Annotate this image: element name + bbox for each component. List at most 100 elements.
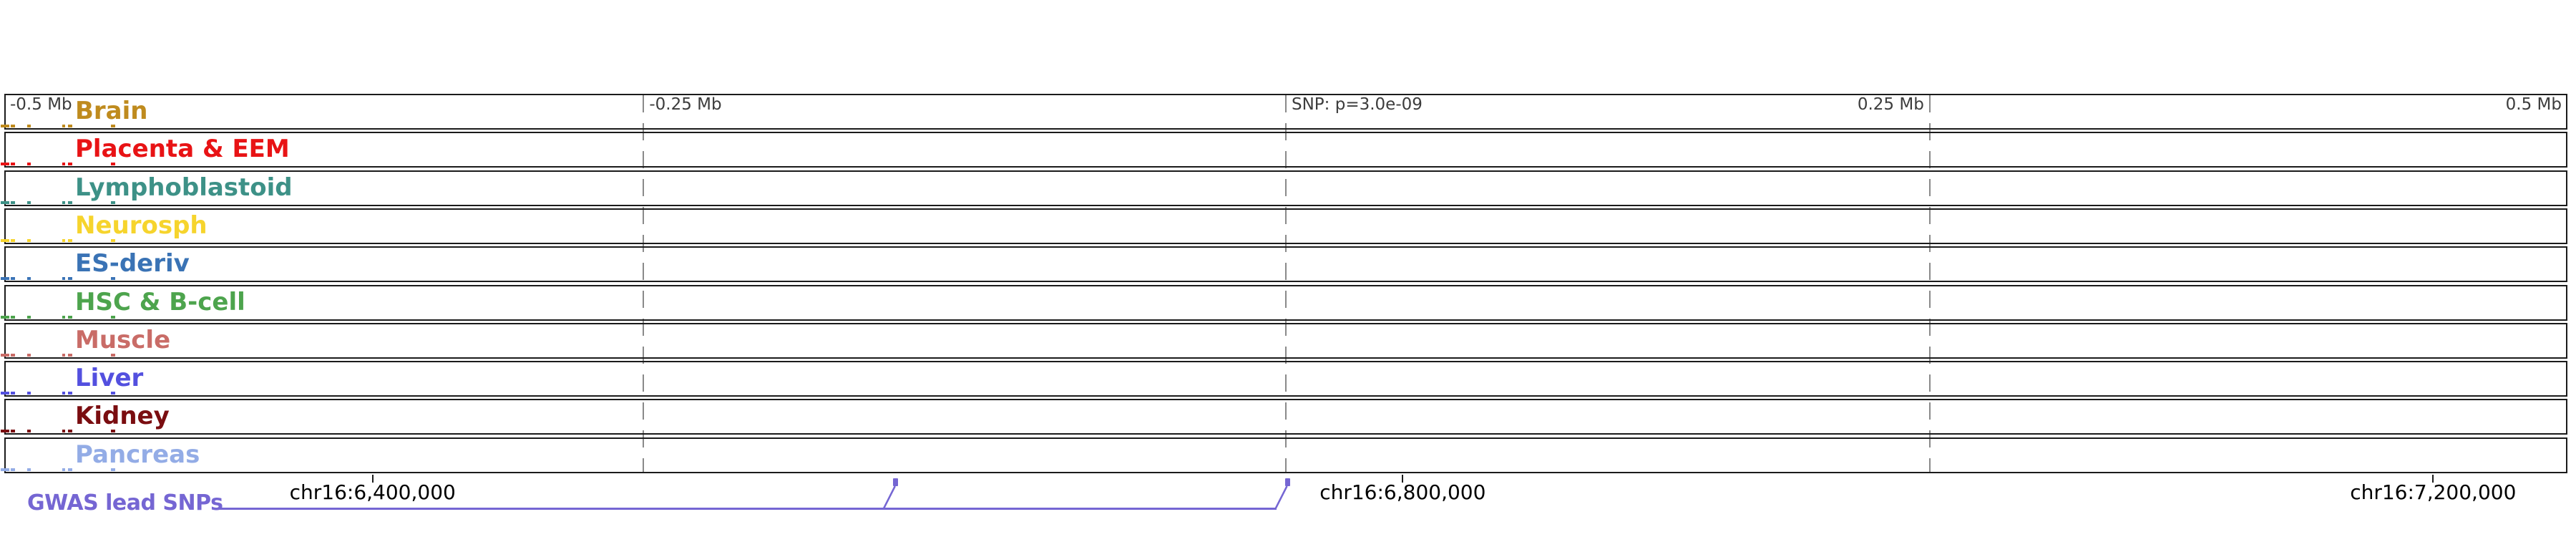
track-row: Pancreas — [4, 437, 2567, 473]
gridline — [643, 95, 645, 473]
row-edge-mark — [11, 430, 15, 433]
track-row: Neurosph — [4, 208, 2567, 244]
row-edge-mark — [27, 200, 31, 204]
row-edge-mark — [62, 200, 65, 204]
track-label: ES-deriv — [75, 249, 190, 279]
row-edge-mark — [68, 163, 72, 166]
track-row: Placenta & EEM — [4, 132, 2567, 168]
x-axis-tick-label: -0.25 Mb — [649, 95, 722, 114]
row-edge-mark — [68, 392, 72, 395]
row-edge-mark — [1, 353, 9, 357]
genomic-coordinate-label: chr16:7,200,000 — [2350, 480, 2517, 504]
track-row: Muscle — [4, 322, 2567, 359]
row-edge-mark — [62, 468, 65, 471]
row-edge-mark — [11, 353, 15, 357]
snp-marker — [1285, 478, 1290, 486]
row-edge-mark — [27, 392, 31, 395]
row-edge-mark — [62, 430, 65, 433]
row-edge-mark — [111, 163, 115, 166]
track-row: ES-deriv — [4, 246, 2567, 283]
row-edge-mark — [68, 125, 72, 127]
track-label: Pancreas — [75, 440, 200, 469]
row-edge-mark — [27, 315, 31, 319]
row-edge-mark — [68, 238, 72, 242]
row-edge-mark — [27, 353, 31, 357]
row-edge-mark — [1, 277, 9, 281]
track-label: HSC & B-cell — [75, 287, 245, 316]
row-edge-mark — [62, 238, 65, 242]
genomic-tick — [1402, 475, 1404, 483]
row-edge-mark — [68, 353, 72, 357]
row-edge-mark — [11, 238, 15, 242]
row-edge-mark — [62, 277, 65, 281]
genomic-coordinate-label: chr16:6,400,000 — [289, 480, 456, 504]
row-edge-mark — [111, 125, 115, 127]
row-edge-mark — [27, 163, 31, 166]
row-edge-mark — [62, 392, 65, 395]
row-edge-mark — [11, 315, 15, 319]
genomic-tick — [2432, 475, 2434, 483]
gwas-lead-snps-label: GWAS lead SNPs — [27, 490, 223, 516]
row-edge-mark — [111, 392, 115, 395]
row-edge-mark — [27, 430, 31, 433]
row-edge-mark — [111, 315, 115, 319]
row-edge-mark — [1, 200, 9, 204]
track-row: Kidney — [4, 399, 2567, 435]
row-edge-mark — [1, 125, 9, 127]
track-row: Liver — [4, 361, 2567, 397]
row-edge-mark — [1, 430, 9, 433]
row-edge-mark — [111, 200, 115, 204]
track-label: Brain — [75, 96, 148, 125]
snp-connector — [882, 485, 896, 510]
x-axis-tick-label: 0.5 Mb — [2505, 95, 2562, 114]
row-edge-mark — [1, 163, 9, 166]
row-edge-mark — [1, 238, 9, 242]
x-axis-tick-label: SNP: p=3.0e-09 — [1292, 95, 1423, 114]
row-edge-mark — [11, 125, 15, 127]
row-edge-mark — [1, 315, 9, 319]
row-edge-mark — [111, 353, 115, 357]
gwas-track-baseline — [217, 508, 1277, 510]
tracks-plot-area: Brain Placenta & EEM Lymphoblastoid Neurosp… — [4, 94, 2567, 475]
row-edge-mark — [27, 468, 31, 471]
track-label: Neurosph — [75, 211, 208, 240]
row-edge-mark — [111, 430, 115, 433]
row-edge-mark — [68, 315, 72, 319]
row-edge-mark — [68, 468, 72, 471]
track-label: Liver — [75, 364, 144, 393]
row-edge-mark — [68, 430, 72, 433]
track-row: Brain — [4, 94, 2567, 130]
row-edge-mark — [27, 238, 31, 242]
row-edge-mark — [62, 125, 65, 127]
track-label: Kidney — [75, 402, 170, 431]
row-edge-mark — [111, 277, 115, 281]
genomic-coordinate-label: chr16:6,800,000 — [1319, 480, 1486, 504]
track-row: Lymphoblastoid — [4, 170, 2567, 206]
gridline — [1928, 95, 1931, 473]
row-edge-mark — [62, 353, 65, 357]
row-edge-mark — [11, 163, 15, 166]
row-edge-mark — [111, 238, 115, 242]
genomic-tick — [371, 475, 374, 483]
track-label: Lymphoblastoid — [75, 173, 293, 202]
track-label: Muscle — [75, 325, 171, 354]
row-edge-mark — [68, 200, 72, 204]
row-edge-mark — [1, 468, 9, 471]
row-edge-mark — [1, 392, 9, 395]
row-edge-mark — [27, 125, 31, 127]
track-row: HSC & B-cell — [4, 284, 2567, 321]
row-edge-mark — [27, 277, 31, 281]
snp-marker — [893, 478, 899, 486]
x-axis-tick-label: -0.5 Mb — [10, 95, 72, 114]
gridline — [1285, 95, 1287, 473]
row-edge-mark — [68, 277, 72, 281]
row-edge-mark — [11, 200, 15, 204]
row-edge-mark — [11, 468, 15, 471]
row-edge-mark — [62, 163, 65, 166]
track-label: Placenta & EEM — [75, 135, 290, 164]
snp-connector — [1274, 485, 1288, 510]
row-edge-mark — [62, 315, 65, 319]
x-axis-tick-label: 0.25 Mb — [1857, 95, 1924, 114]
row-edge-mark — [111, 468, 115, 471]
